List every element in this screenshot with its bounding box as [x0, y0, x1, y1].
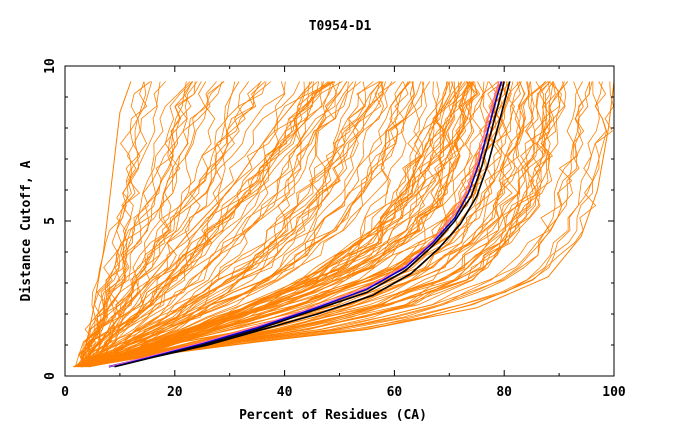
model-curve: [79, 81, 334, 367]
model-curve: [82, 81, 161, 367]
model-curve: [88, 81, 545, 368]
model-curve: [77, 81, 415, 368]
model-curve: [75, 81, 422, 368]
model-curve: [75, 81, 403, 368]
model-curve: [89, 81, 584, 368]
model-curve: [89, 81, 236, 367]
model-curve: [87, 81, 567, 368]
model-curve: [78, 81, 521, 368]
model-curve: [82, 81, 341, 368]
model-curve-model-group-C: [81, 81, 132, 367]
model-curves-layer: [73, 81, 615, 368]
model-curve: [74, 81, 534, 368]
model-curve: [81, 81, 380, 368]
model-curve: [74, 81, 366, 368]
model-curve: [77, 81, 485, 368]
curve-best-model-blue: [108, 81, 503, 368]
model-curve: [83, 81, 193, 367]
x-tick-label: 100: [602, 385, 626, 400]
x-tick-label: 60: [387, 385, 403, 400]
model-curve: [80, 81, 223, 367]
model-curve: [76, 81, 466, 368]
model-curve: [85, 81, 427, 368]
y-tick-label: 10: [43, 58, 58, 74]
model-curve: [84, 81, 409, 368]
model-curve: [73, 81, 521, 368]
x-tick-label: 0: [61, 385, 69, 400]
model-curve: [79, 81, 357, 368]
curve-best-model-black-2: [114, 81, 511, 368]
model-curve: [79, 81, 347, 368]
model-curve: [88, 81, 468, 368]
model-curve: [83, 81, 192, 368]
model-curve: [89, 81, 591, 368]
model-curve: [80, 81, 515, 368]
model-curve-model-group-E: [81, 81, 450, 368]
model-curve: [88, 81, 272, 367]
model-curve: [77, 81, 554, 368]
model-curve: [73, 81, 151, 368]
axis-ticks: 0 20 40 60 80 100 0 5 10: [43, 58, 626, 400]
model-curve: [84, 81, 338, 368]
model-curve: [74, 81, 217, 367]
model-curve: [78, 81, 600, 368]
model-curve: [73, 81, 323, 368]
model-curve: [82, 81, 607, 368]
model-curve: [80, 81, 471, 368]
curve-best-model-pink: [108, 81, 500, 368]
model-curve: [80, 81, 166, 367]
model-curve: [78, 81, 551, 368]
model-curve: [84, 81, 438, 368]
model-curve: [89, 81, 479, 368]
x-tick-label: 80: [496, 385, 512, 400]
x-tick-label: 20: [167, 385, 183, 400]
y-tick-label: 5: [43, 217, 58, 225]
x-axis-label: Percent of Residues (CA): [239, 408, 427, 423]
chart-title: T0954-D1: [309, 19, 372, 34]
model-curve: [78, 81, 207, 368]
model-curve: [76, 81, 198, 367]
model-curve: [81, 81, 384, 368]
model-curve: [74, 81, 583, 368]
x-tick-label: 40: [277, 385, 293, 400]
model-curve: [89, 81, 568, 368]
model-curve: [78, 81, 202, 367]
model-curve: [74, 81, 286, 368]
model-curve: [74, 81, 374, 368]
model-curve: [89, 81, 240, 368]
model-curve: [84, 81, 224, 368]
best-model-curves-layer: [108, 81, 511, 368]
model-curve-model-group-D: [81, 81, 313, 367]
y-tick-label: 0: [43, 372, 58, 380]
model-curve: [81, 81, 591, 368]
model-curve: [74, 81, 332, 368]
model-curve: [87, 81, 384, 368]
model-curve: [88, 81, 314, 368]
model-curve: [82, 81, 549, 368]
model-curve: [80, 81, 335, 368]
model-curve: [88, 81, 475, 368]
model-curve: [84, 81, 147, 367]
model-curve: [82, 81, 608, 368]
model-curve: [73, 81, 393, 368]
model-curve: [86, 81, 554, 368]
model-curve: [77, 81, 544, 368]
model-curve: [88, 81, 614, 368]
model-curve: [82, 81, 425, 368]
model-curve: [79, 81, 409, 368]
model-curve: [80, 81, 440, 368]
model-curve: [76, 81, 471, 368]
model-curve: [76, 81, 431, 368]
y-axis-label: Distance Cutoff, A: [19, 160, 34, 301]
curve-best-model-black: [108, 81, 505, 368]
model-curve: [82, 81, 305, 368]
